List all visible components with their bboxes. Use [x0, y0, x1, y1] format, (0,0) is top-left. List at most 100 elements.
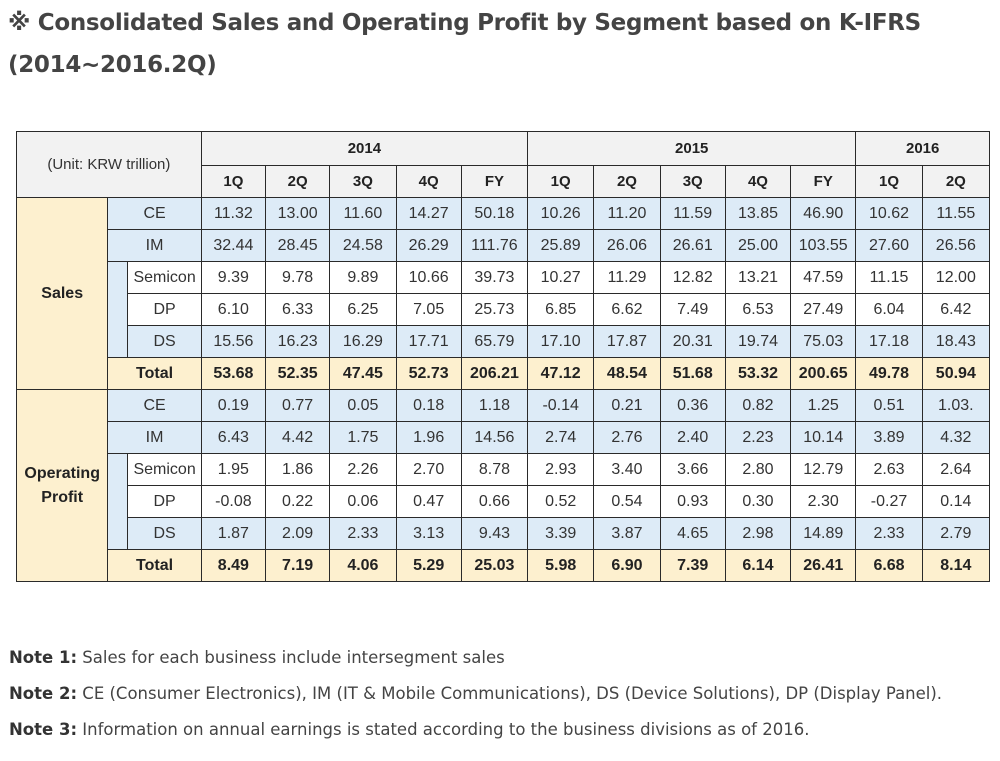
- note-label: Note 3:: [9, 720, 78, 739]
- table-row: DP -0.08 0.22 0.06 0.47 0.66 0.52 0.54 0.93 0.30 2…: [17, 485, 991, 518]
- table-row: DS 15.56 16.23 16.29 17.71 65.79 17.10 17.87 20.…: [17, 325, 991, 358]
- page-title: ※ Consolidated Sales and Operating Profi…: [8, 2, 988, 86]
- segment-label: Semicon: [127, 261, 202, 294]
- value-cell: 0.30: [724, 485, 792, 518]
- value-cell: 16.29: [329, 325, 397, 358]
- value-cell: 0.36: [659, 389, 726, 422]
- value-cell: 65.79: [460, 325, 529, 358]
- value-cell: 26.56: [921, 229, 991, 262]
- value-cell: 10.62: [855, 197, 923, 230]
- value-cell: 26.29: [395, 229, 462, 262]
- value-cell: 26.61: [659, 229, 726, 262]
- value-cell: 2.70: [395, 453, 462, 486]
- value-cell: 32.44: [200, 229, 267, 262]
- value-cell: 11.29: [593, 261, 661, 294]
- value-cell: -0.14: [527, 389, 595, 422]
- year-header-2016: 2016: [855, 131, 990, 166]
- total-value-cell: 6.14: [724, 549, 792, 582]
- table-row: Sales CE 11.32 13.00 11.60 14.27 50.18 10.26 11.…: [15, 197, 991, 390]
- value-cell: 75.03: [790, 325, 857, 358]
- value-cell: 2.33: [855, 517, 923, 550]
- period-header: 2Q: [264, 165, 331, 198]
- table-row: IM 6.43 4.42 1.75 1.96 14.56 2.74 2.76 2.40 2.23 1…: [17, 421, 991, 454]
- total-value-cell: 52.35: [264, 357, 331, 390]
- value-cell: 11.55: [921, 197, 991, 230]
- value-cell: 24.58: [329, 229, 397, 262]
- value-cell: 2.93: [527, 453, 595, 486]
- value-cell: 10.14: [790, 421, 857, 454]
- note-2: Note 2: CE (Consumer Electronics), IM (I…: [9, 676, 994, 712]
- value-cell: 3.40: [593, 453, 661, 486]
- title-line-2: (2014~2016.2Q): [8, 52, 217, 78]
- value-cell: 13.21: [724, 261, 792, 294]
- segment-label: CE: [107, 197, 202, 230]
- value-cell: 2.80: [724, 453, 792, 486]
- value-cell: 2.76: [593, 421, 661, 454]
- segment-label: DP: [127, 485, 202, 518]
- period-header: 3Q: [659, 165, 726, 198]
- value-cell: 6.62: [593, 293, 661, 326]
- value-cell: 9.89: [329, 261, 397, 294]
- value-cell: 16.23: [264, 325, 331, 358]
- value-cell: 46.90: [790, 197, 857, 230]
- value-cell: 0.14: [921, 485, 991, 518]
- value-cell: 18.43: [921, 325, 991, 358]
- total-row: Total 53.68 52.35 47.45 52.73 206.21 47.12 48.5…: [17, 357, 991, 390]
- value-cell: 11.20: [593, 197, 661, 230]
- value-cell: 0.77: [264, 389, 331, 422]
- value-cell: 1.86: [264, 453, 331, 486]
- segment-label: IM: [107, 421, 202, 454]
- value-cell: 7.05: [395, 293, 462, 326]
- value-cell: 1.25: [790, 389, 857, 422]
- total-value-cell: 7.19: [264, 549, 331, 582]
- table-row: DP 6.10 6.33 6.25 7.05 25.73 6.85 6.62 7.49 6.53 2…: [17, 293, 991, 326]
- value-cell: 12.82: [659, 261, 726, 294]
- value-cell: 19.74: [724, 325, 792, 358]
- value-cell: 0.93: [659, 485, 726, 518]
- value-cell: 1.96: [395, 421, 462, 454]
- total-label: Total: [107, 549, 202, 582]
- value-cell: 6.43: [200, 421, 267, 454]
- segment-label: DS: [127, 517, 202, 550]
- value-cell: 12.79: [790, 453, 857, 486]
- value-cell: 17.18: [855, 325, 923, 358]
- segment-results-table: (Unit: KRW trillion) 2014 2015 2016 1Q 2…: [15, 131, 991, 582]
- value-cell: 4.65: [659, 517, 726, 550]
- unit-label: (Unit: KRW trillion): [16, 131, 202, 198]
- period-header: 2Q: [921, 165, 991, 198]
- total-value-cell: 50.94: [921, 357, 991, 390]
- value-cell: 2.79: [921, 517, 991, 550]
- value-cell: 17.10: [527, 325, 595, 358]
- table-row: IM 32.44 28.45 24.58 26.29 111.76 25.89 26.06 26…: [17, 229, 991, 262]
- period-header: 4Q: [724, 165, 792, 198]
- value-cell: 0.47: [395, 485, 462, 518]
- section-label-sales: Sales: [15, 197, 109, 390]
- total-value-cell: 47.45: [329, 357, 397, 390]
- value-cell: 4.32: [921, 421, 991, 454]
- value-cell: 1.87: [200, 517, 267, 550]
- year-header-2015: 2015: [527, 131, 857, 166]
- total-value-cell: 8.14: [921, 549, 991, 582]
- note-text: Sales for each business include interseg…: [77, 648, 505, 667]
- table-row: Operating Profit CE 0.19 0.77 0.05 0.18 1.18 -0.…: [15, 389, 991, 582]
- table-body: Sales CE 11.32 13.00 11.60 14.27 50.18 10.26 11.…: [15, 197, 991, 582]
- value-cell: 27.49: [790, 293, 857, 326]
- value-cell: 14.56: [460, 421, 529, 454]
- value-cell: 0.51: [855, 389, 923, 422]
- value-cell: 0.18: [395, 389, 462, 422]
- period-header: 2Q: [593, 165, 661, 198]
- value-cell: 9.78: [264, 261, 331, 294]
- period-header: 1Q: [200, 165, 267, 198]
- value-cell: 11.32: [200, 197, 267, 230]
- value-cell: 111.76: [460, 229, 529, 262]
- value-cell: 17.71: [395, 325, 462, 358]
- value-cell: 1.03.: [921, 389, 991, 422]
- total-value-cell: 6.68: [855, 549, 923, 582]
- total-value-cell: 4.06: [329, 549, 397, 582]
- value-cell: 1.95: [200, 453, 267, 486]
- note-label: Note 1:: [9, 648, 78, 667]
- value-cell: 0.52: [527, 485, 595, 518]
- total-value-cell: 206.21: [460, 357, 529, 390]
- total-value-cell: 47.12: [527, 357, 595, 390]
- value-cell: 3.89: [855, 421, 923, 454]
